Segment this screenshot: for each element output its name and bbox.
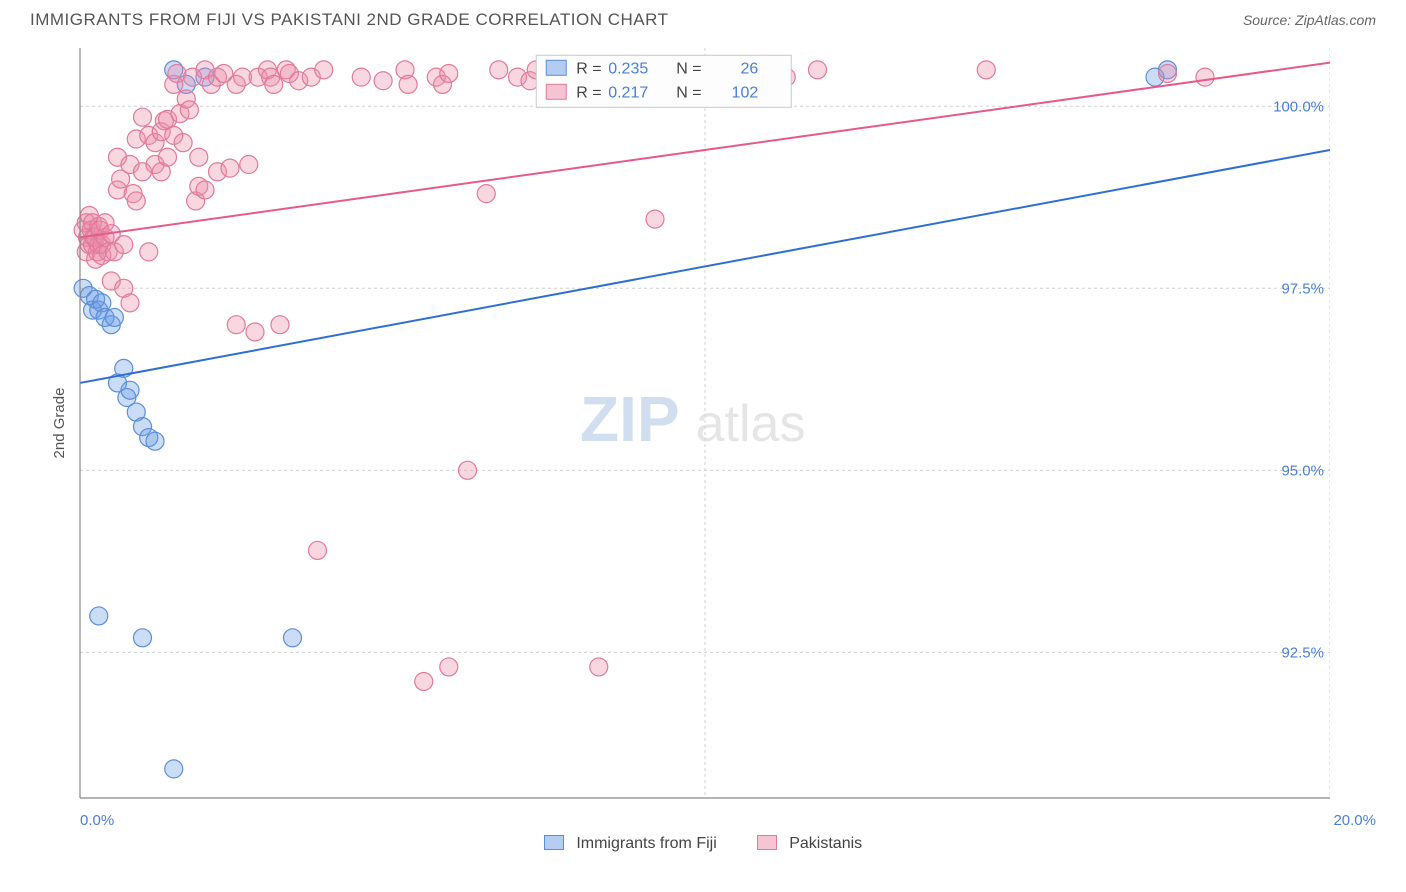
legend-label-fiji: Immigrants from Fiji	[576, 835, 716, 852]
svg-text:92.5%: 92.5%	[1281, 644, 1324, 661]
bottom-legend: Immigrants from Fiji Pakistanis	[0, 835, 1406, 853]
svg-text:100.0%: 100.0%	[1273, 98, 1324, 115]
svg-text:97.5%: 97.5%	[1281, 280, 1324, 297]
chart-title: IMMIGRANTS FROM FIJI VS PAKISTANI 2ND GR…	[30, 10, 668, 30]
scatter-chart: 92.5% 95.0% 97.5% 100.0% ZIP atlas R = 0.235 N =…	[30, 38, 1330, 808]
svg-text:atlas: atlas	[696, 395, 806, 453]
svg-text:ZIP: ZIP	[580, 383, 680, 455]
y-axis-label: 2nd Grade	[51, 388, 68, 459]
legend-label-pakistanis: Pakistanis	[789, 835, 862, 852]
svg-text:95.0%: 95.0%	[1281, 462, 1324, 479]
legend-swatch-blue	[544, 835, 564, 850]
svg-text:0.235: 0.235	[608, 60, 648, 77]
legend-item-pakistanis: Pakistanis	[757, 835, 862, 853]
svg-text:R =: R =	[576, 84, 601, 101]
svg-text:0.217: 0.217	[608, 84, 648, 101]
source-label: Source: ZipAtlas.com	[1243, 12, 1376, 28]
x-tick-left: 0.0%	[80, 812, 114, 829]
legend-item-fiji: Immigrants from Fiji	[544, 835, 717, 853]
chart-container: 2nd Grade 92.5% 95.0% 97.5% 100.0% ZIP atlas R…	[30, 38, 1376, 808]
x-axis-ticks: 0.0% 20.0%	[80, 812, 1376, 829]
x-tick-right: 20.0%	[1333, 812, 1376, 829]
svg-text:N =: N =	[676, 60, 701, 77]
svg-text:102: 102	[732, 84, 759, 101]
svg-text:R =: R =	[576, 60, 601, 77]
legend-swatch-pink	[757, 835, 777, 850]
svg-text:N =: N =	[676, 84, 701, 101]
svg-text:26: 26	[740, 60, 758, 77]
